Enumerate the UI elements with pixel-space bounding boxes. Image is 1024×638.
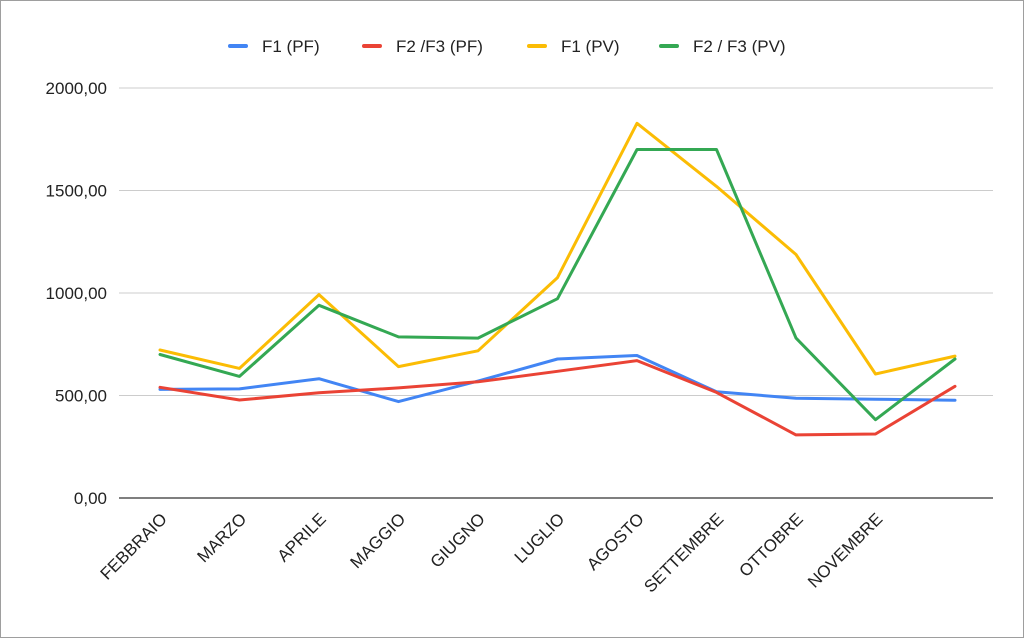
series-line-3	[158, 148, 957, 422]
series-line-0	[158, 354, 957, 404]
y-tick-label: 500,00	[55, 387, 107, 406]
series-line-1	[158, 359, 957, 437]
y-tick-label: 1500,00	[46, 182, 107, 201]
legend-label: F1 (PF)	[262, 37, 320, 56]
x-tick-label: OTTOBRE	[735, 509, 806, 580]
x-tick-label: MAGGIO	[346, 509, 409, 572]
y-tick-label: 1000,00	[46, 284, 107, 303]
legend-label: F2 /F3 (PF)	[396, 37, 483, 56]
y-tick-label: 2000,00	[46, 79, 107, 98]
gridlines	[119, 87, 993, 396]
x-tick-label: LUGLIO	[511, 509, 569, 567]
x-tick-label: NOVEMBRE	[804, 509, 886, 591]
x-tick-label: SETTEMBRE	[640, 509, 727, 596]
legend-label: F1 (PV)	[561, 37, 620, 56]
x-tick-label: APRILE	[274, 509, 330, 565]
x-tick-label: AGOSTO	[583, 509, 648, 574]
x-tick-label: FEBBRAIO	[97, 509, 171, 583]
series-line-2	[158, 121, 957, 376]
x-tick-label: GIUGNO	[427, 509, 489, 571]
x-tick-label: MARZO	[193, 509, 250, 566]
legend: F1 (PF) F2 /F3 (PF) F1 (PV) F2 / F3 (PV)	[228, 37, 786, 56]
series-lines	[158, 121, 957, 437]
legend-label: F2 / F3 (PV)	[693, 37, 786, 56]
y-tick-label: 0,00	[74, 489, 107, 508]
